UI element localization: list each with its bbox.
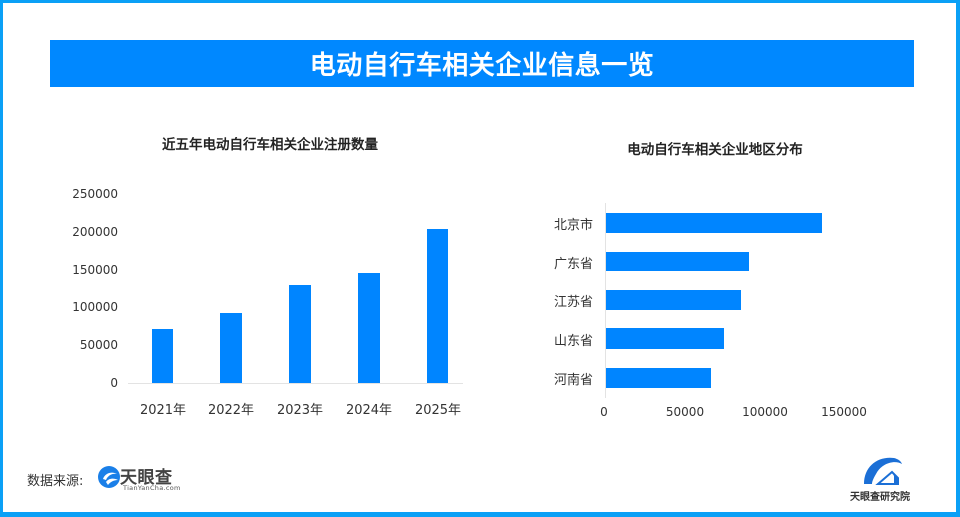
y-tick-label: 200000 xyxy=(72,225,118,239)
research-institute-name: 天眼查研究院 xyxy=(850,492,910,503)
x-tick-label: 100000 xyxy=(742,405,788,419)
x-tick-label: 2023年 xyxy=(276,403,324,418)
data-source-label: 数据来源: xyxy=(27,474,84,489)
tianyancha-research-logo: 天眼查研究院 xyxy=(840,452,920,507)
bar-2023 xyxy=(289,285,311,383)
research-institute-icon xyxy=(864,457,902,485)
x-tick-label: 0 xyxy=(600,405,608,419)
x-tick-label: 2021年 xyxy=(139,403,187,418)
y-tick-label: 50000 xyxy=(79,338,118,352)
category-label: 北京市 xyxy=(553,218,593,233)
y-axis-line xyxy=(605,203,606,398)
right-chart-title: 电动自行车相关企业地区分布 xyxy=(627,142,803,158)
x-axis-line xyxy=(128,383,463,384)
x-tick-label: 2022年 xyxy=(207,403,255,418)
category-label: 广东省 xyxy=(553,257,593,272)
tianyancha-logo-url: TianYanCha.com xyxy=(123,484,181,492)
bar-shandong xyxy=(606,328,724,349)
bar-jiangsu xyxy=(606,290,741,310)
page-title: 电动自行车相关企业信息一览 xyxy=(309,51,655,81)
category-label: 河南省 xyxy=(553,373,593,388)
bar-2021 xyxy=(152,329,173,383)
bar-beijing xyxy=(606,213,822,233)
bar-2024 xyxy=(358,273,380,383)
tianyancha-logo: 天眼查 TianYanCha.com xyxy=(97,463,187,493)
category-label: 山东省 xyxy=(553,334,593,349)
title-banner: 电动自行车相关企业信息一览 xyxy=(50,40,914,87)
y-tick-label: 100000 xyxy=(72,300,118,314)
y-tick-label: 250000 xyxy=(72,187,118,201)
y-tick-label: 150000 xyxy=(72,263,118,277)
x-tick-label: 2025年 xyxy=(414,403,462,418)
x-tick-label: 2024年 xyxy=(345,403,393,418)
y-tick-label: 0 xyxy=(110,376,118,390)
bar-2022 xyxy=(220,313,242,383)
bar-2025 xyxy=(427,229,448,383)
tianyancha-logo-text: 天眼查 xyxy=(120,468,173,488)
x-tick-label: 150000 xyxy=(821,405,867,419)
bar-guangdong xyxy=(606,252,749,271)
tianyancha-eye-icon xyxy=(98,466,120,488)
bar-henan xyxy=(606,368,711,388)
x-tick-label: 50000 xyxy=(665,405,705,419)
category-label: 江苏省 xyxy=(553,295,593,310)
left-chart-title: 近五年电动自行车相关企业注册数量 xyxy=(162,137,378,153)
